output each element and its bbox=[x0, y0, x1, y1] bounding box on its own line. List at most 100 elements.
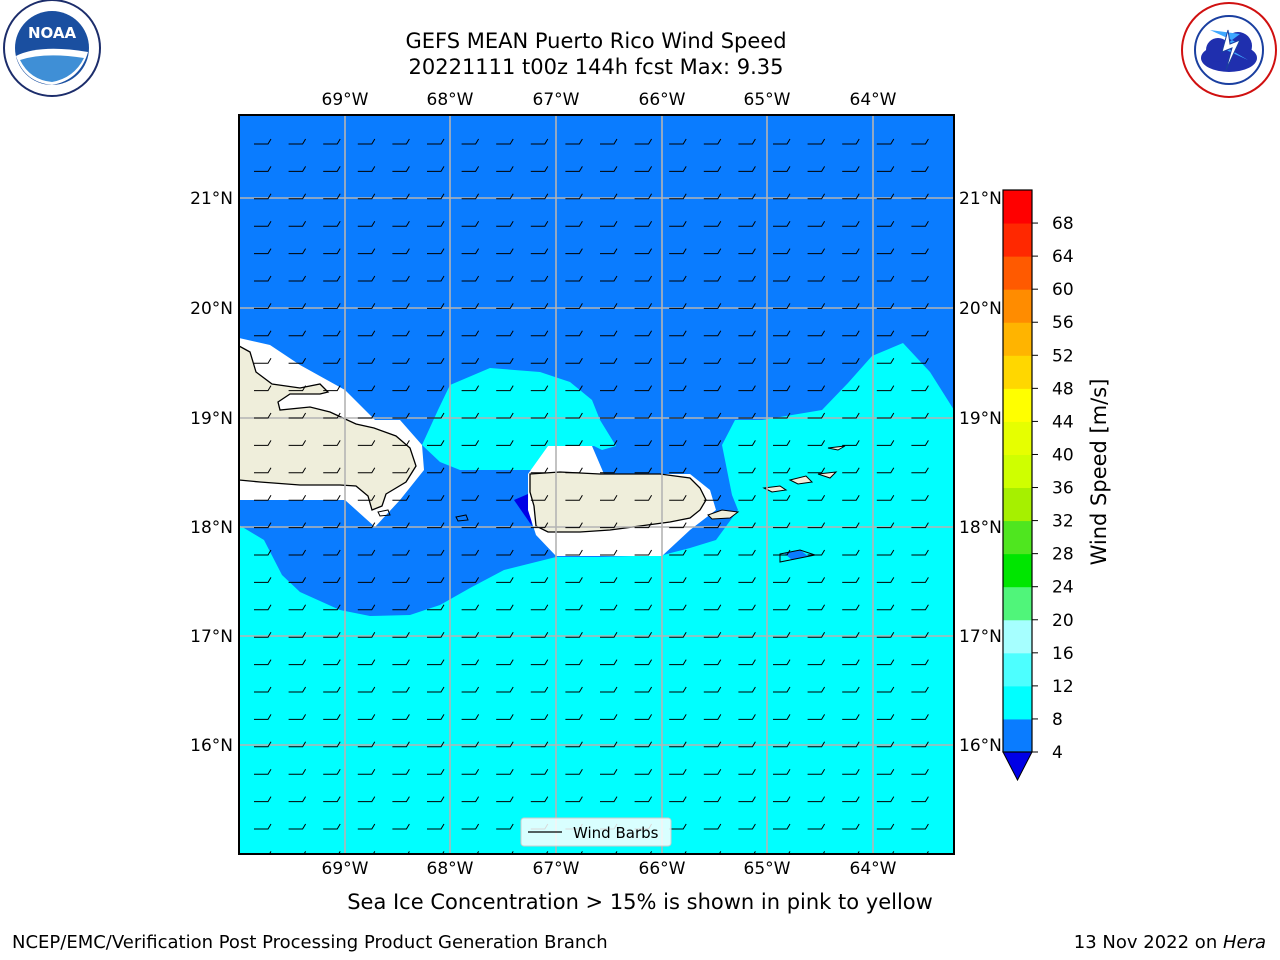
wind-barb bbox=[461, 440, 480, 446]
wind-barb bbox=[565, 796, 583, 803]
wind-barb bbox=[842, 741, 860, 748]
wind-barb bbox=[357, 138, 376, 145]
wind-barb bbox=[530, 330, 549, 337]
wind-barb bbox=[600, 138, 618, 145]
wind-barb bbox=[392, 440, 410, 446]
wind-barb bbox=[600, 166, 618, 172]
wind-barb bbox=[496, 796, 514, 803]
wind-barb bbox=[669, 166, 687, 172]
wind-barb bbox=[530, 604, 549, 611]
wind-barb bbox=[876, 303, 895, 309]
colorbar-tick-label: 44 bbox=[1052, 412, 1074, 432]
wind-barb bbox=[773, 522, 791, 529]
wind-barb bbox=[288, 193, 307, 200]
wind-barb bbox=[461, 357, 480, 364]
colorbar-tick-label: 8 bbox=[1052, 710, 1063, 730]
wind-barb bbox=[530, 741, 549, 748]
wind-barb bbox=[392, 138, 410, 145]
wind-barb bbox=[738, 768, 756, 775]
wind-barb bbox=[392, 823, 410, 830]
wind-barb bbox=[357, 714, 376, 720]
wind-barb bbox=[600, 385, 618, 392]
wind-barb bbox=[876, 440, 895, 446]
lat-label-left: 19°N bbox=[190, 409, 233, 429]
wind-barb bbox=[773, 631, 791, 638]
wind-barb bbox=[461, 385, 480, 392]
wind-barb bbox=[876, 686, 895, 693]
wind-barb bbox=[911, 522, 929, 529]
wind-barb bbox=[842, 275, 860, 282]
wind-barb bbox=[357, 440, 376, 446]
wind-barb bbox=[876, 193, 895, 200]
wind-barb bbox=[600, 220, 618, 227]
wind-barb bbox=[392, 741, 410, 748]
wind-barb bbox=[530, 303, 549, 309]
wind-barb bbox=[254, 248, 272, 255]
wind-barb bbox=[738, 686, 756, 693]
wind-barb bbox=[427, 193, 445, 200]
wind-barb bbox=[392, 686, 410, 693]
lon-label-top: 68°W bbox=[427, 90, 474, 110]
lat-label-left: 18°N bbox=[190, 518, 233, 538]
wind-barb bbox=[703, 741, 722, 748]
wind-barb bbox=[392, 303, 410, 309]
wind-barb bbox=[773, 220, 791, 227]
wind-barb bbox=[461, 604, 480, 611]
wind-barb bbox=[288, 686, 307, 693]
wind-barb bbox=[530, 494, 549, 501]
wind-barb bbox=[427, 659, 445, 666]
wind-barb bbox=[738, 494, 756, 501]
wind-barb bbox=[842, 659, 860, 666]
wind-barb bbox=[427, 303, 445, 309]
colorbar-tick-label: 24 bbox=[1052, 578, 1074, 598]
colorbar-segment bbox=[1003, 421, 1032, 455]
wind-barb bbox=[842, 522, 860, 529]
wind-barb bbox=[634, 440, 653, 446]
wind-barb bbox=[911, 494, 929, 501]
wind-barb bbox=[669, 138, 687, 145]
footer-host: Hera bbox=[1222, 932, 1266, 953]
wind-barb bbox=[876, 823, 895, 830]
wind-barb bbox=[427, 385, 445, 392]
wind-barb bbox=[427, 686, 445, 693]
wind-barb bbox=[254, 385, 272, 392]
wind-barb bbox=[461, 659, 480, 666]
wind-barb bbox=[427, 440, 445, 446]
wind-barb bbox=[842, 303, 860, 309]
wind-barb bbox=[911, 440, 929, 446]
wind-barb bbox=[807, 220, 826, 227]
wind-barb bbox=[392, 193, 410, 200]
wind-barb bbox=[876, 714, 895, 720]
wind-barb bbox=[427, 248, 445, 255]
wind-barb bbox=[496, 330, 514, 337]
wind-barb bbox=[876, 659, 895, 666]
wind-barb bbox=[669, 248, 687, 255]
wind-barb bbox=[427, 412, 445, 419]
wind-barb bbox=[357, 631, 376, 638]
colorbar-tick-label: 64 bbox=[1052, 247, 1074, 267]
wind-barb bbox=[703, 220, 722, 227]
wind-barb bbox=[496, 166, 514, 172]
wind-barb bbox=[254, 357, 272, 364]
wind-barb bbox=[496, 659, 514, 666]
wind-barb bbox=[323, 220, 341, 227]
colorbar-segment bbox=[1003, 388, 1032, 422]
wind-barb bbox=[323, 714, 341, 720]
wind-barb bbox=[530, 768, 549, 775]
legend: Wind Barbs bbox=[520, 817, 672, 847]
wind-barb bbox=[392, 522, 410, 529]
wind-barb bbox=[738, 166, 756, 172]
wind-barb bbox=[600, 412, 618, 419]
wind-barb bbox=[600, 714, 618, 720]
wind-barb bbox=[288, 577, 307, 583]
wind-barb bbox=[357, 494, 376, 501]
wind-barb bbox=[876, 577, 895, 583]
wind-barb bbox=[496, 193, 514, 200]
wind-barb bbox=[634, 686, 653, 693]
wind-barb bbox=[427, 796, 445, 803]
wind-barb bbox=[565, 357, 583, 364]
wind-barb bbox=[254, 604, 272, 611]
wind-barb bbox=[254, 549, 272, 556]
wind-barb bbox=[911, 330, 929, 337]
wind-barb bbox=[876, 741, 895, 748]
